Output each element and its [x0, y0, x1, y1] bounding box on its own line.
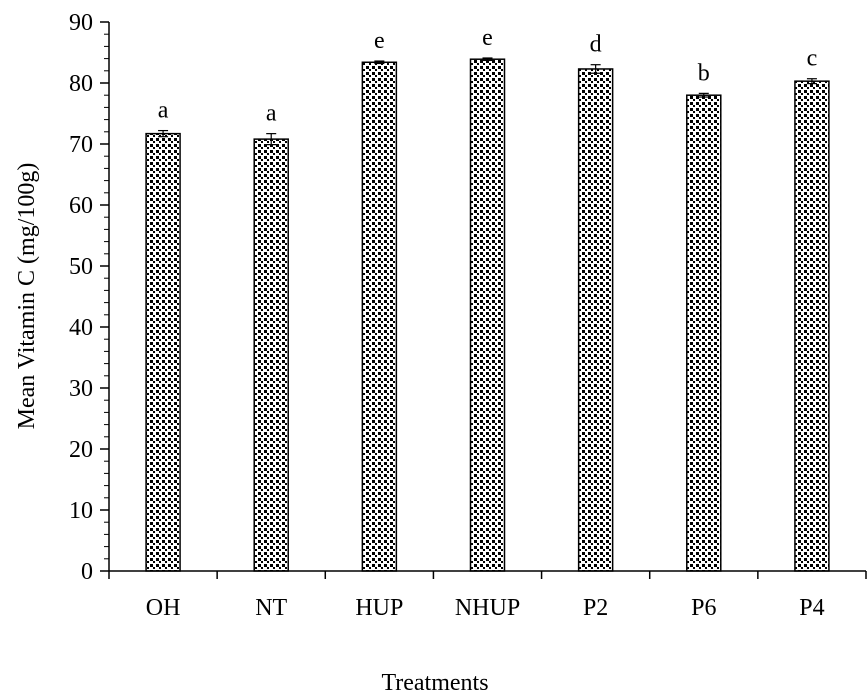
x-tick-label-p6: P6 [691, 595, 716, 621]
y-tick-label-60: 60 [69, 193, 93, 219]
significance-letters-group: a a e e d b c [158, 25, 818, 127]
bar-nhup [469, 58, 506, 572]
bars-group [145, 58, 830, 572]
y-tick-label-40: 40 [69, 315, 93, 341]
significance-letter-oh: a [158, 98, 169, 124]
bar-oh [145, 132, 181, 572]
error-bar-p2 [590, 64, 601, 74]
error-bar-hup [374, 60, 385, 65]
x-ticks-group: OH NT HUP NHUP P2 P6 P4 [146, 595, 825, 621]
x-tick-label-nhup: NHUP [455, 595, 520, 621]
error-bar-oh [158, 129, 169, 138]
error-bar-p6 [698, 92, 709, 98]
y-tick-label-50: 50 [69, 254, 93, 280]
y-tick-label-20: 20 [69, 437, 93, 463]
bar-nt [253, 138, 289, 572]
x-tick-label-p4: P4 [799, 595, 824, 621]
y-axis-title: Mean Vitamin C (mg/100g) [14, 163, 40, 430]
error-bar-nhup [482, 57, 493, 62]
y-tick-label-70: 70 [69, 132, 93, 158]
significance-letter-p6: b [698, 60, 710, 86]
x-tick-label-p2: P2 [583, 595, 608, 621]
bar-p6 [686, 94, 722, 572]
error-bar-nt [266, 133, 277, 146]
y-tick-label-10: 10 [69, 498, 93, 524]
y-tick-label-30: 30 [69, 376, 93, 402]
error-bar-p4 [806, 78, 817, 85]
y-ticks-group: 0 10 20 30 40 50 60 70 80 90 [69, 10, 93, 585]
bar-p2 [577, 68, 614, 572]
significance-letter-hup: e [374, 28, 385, 54]
y-tick-label-90: 90 [69, 10, 93, 36]
y-tick-label-80: 80 [69, 71, 93, 97]
x-tick-label-nt: NT [255, 595, 287, 621]
bar-hup [361, 61, 398, 572]
significance-letter-p4: c [807, 46, 818, 72]
x-tick-label-hup: HUP [355, 595, 403, 621]
significance-letter-p2: d [590, 32, 602, 58]
axes-group [100, 21, 867, 579]
bar-p4 [794, 80, 830, 572]
error-bars-group [158, 57, 817, 146]
significance-letter-nhup: e [482, 25, 493, 51]
x-axis-title: Treatments [381, 670, 488, 696]
significance-letter-nt: a [266, 101, 277, 127]
x-tick-label-oh: OH [146, 595, 181, 621]
y-tick-label-0: 0 [81, 559, 93, 585]
